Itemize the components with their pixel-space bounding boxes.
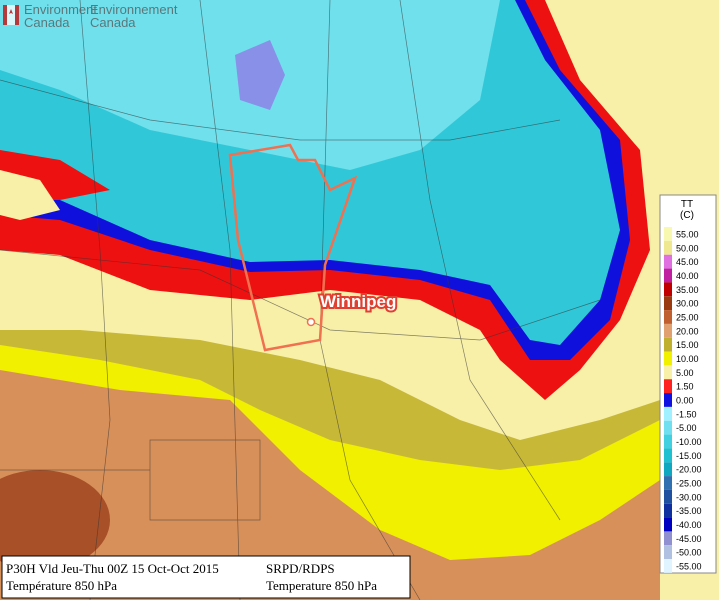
info-text: SRPD/RDPS xyxy=(266,561,335,576)
legend-swatch xyxy=(664,240,672,255)
legend-swatch xyxy=(664,462,672,477)
legend-swatch xyxy=(664,545,672,560)
logo-text: Canada xyxy=(90,15,136,30)
info-text: Température 850 hPa xyxy=(6,578,117,593)
legend-swatch xyxy=(664,337,672,352)
manitoba-outline xyxy=(228,143,358,352)
legend-title: TT xyxy=(681,199,693,210)
legend-swatch xyxy=(664,448,672,463)
legend-label: 25.00 xyxy=(676,313,699,323)
legend-swatch xyxy=(664,476,672,490)
field-warm-west xyxy=(0,170,60,220)
legend-swatch xyxy=(664,531,672,546)
legend-label: -5.00 xyxy=(676,423,697,433)
legend-label: -35.00 xyxy=(676,506,702,516)
legend-label: 45.00 xyxy=(676,257,699,267)
legend-swatch xyxy=(664,296,672,311)
city-label: Winnipeg xyxy=(320,292,396,311)
legend-label: 50.00 xyxy=(676,243,699,253)
legend-label: 0.00 xyxy=(676,396,694,406)
legend-label: 55.00 xyxy=(676,230,699,240)
info-text: Temperature 850 hPa xyxy=(266,578,377,593)
borders xyxy=(0,0,601,600)
legend-swatch xyxy=(664,351,672,366)
legend-label: -50.00 xyxy=(676,548,702,558)
info-text: P30H Vld Jeu-Thu 00Z 15 Oct-Oct 2015 xyxy=(6,561,219,576)
legend-swatch xyxy=(664,254,672,269)
legend-swatch xyxy=(664,282,672,297)
legend-label: -40.00 xyxy=(676,520,702,530)
legend-label: -30.00 xyxy=(676,492,702,502)
legend-swatch xyxy=(664,323,672,338)
info-box xyxy=(1,555,411,599)
legend-swatch xyxy=(664,420,672,435)
legend-swatch xyxy=(664,365,672,380)
legend-label: 40.00 xyxy=(676,271,699,281)
legend-label: -10.00 xyxy=(676,437,702,447)
city-marker xyxy=(306,317,316,327)
flag-bar xyxy=(3,5,7,25)
legend-label: 15.00 xyxy=(676,340,699,350)
logo-text: Environment xyxy=(24,2,97,17)
legend-swatch xyxy=(664,503,672,518)
legend-unit: (C) xyxy=(680,210,694,221)
legend-label: 5.00 xyxy=(676,368,694,378)
flag-leaf xyxy=(9,9,13,14)
logo: Environment Canada Environnement Canada xyxy=(3,2,178,30)
legend-label: 10.00 xyxy=(676,354,699,364)
legend-label: 35.00 xyxy=(676,285,699,295)
field-periwinkle xyxy=(235,40,285,110)
flag-bar xyxy=(15,5,19,25)
legend-swatch xyxy=(664,406,672,421)
legend-label: -15.00 xyxy=(676,451,702,461)
legend-label: 30.00 xyxy=(676,299,699,309)
legend-swatch xyxy=(664,559,672,573)
legend-swatch xyxy=(664,517,672,532)
field-brown xyxy=(0,470,110,570)
legend-label: 20.00 xyxy=(676,326,699,336)
legend-swatch xyxy=(664,310,672,324)
legend: 55.00 50.00 45.00 40.00 35.00 30.00 25.00 20.00… xyxy=(664,227,702,573)
legend-label: -45.00 xyxy=(676,534,702,544)
legend-swatch xyxy=(664,379,672,394)
legend-swatch xyxy=(664,434,672,449)
legend-label: -25.00 xyxy=(676,479,702,489)
logo-text: Environnement xyxy=(90,2,178,17)
legend-swatch xyxy=(664,227,672,241)
legend-label: 1.50 xyxy=(676,382,694,392)
logo-text: Canada xyxy=(24,15,70,30)
legend-swatch xyxy=(664,268,672,283)
legend-swatch xyxy=(664,393,672,407)
legend-label: -20.00 xyxy=(676,465,702,475)
legend-label: -1.50 xyxy=(676,409,697,419)
legend-label: -55.00 xyxy=(676,562,702,572)
legend-swatch xyxy=(664,489,672,504)
